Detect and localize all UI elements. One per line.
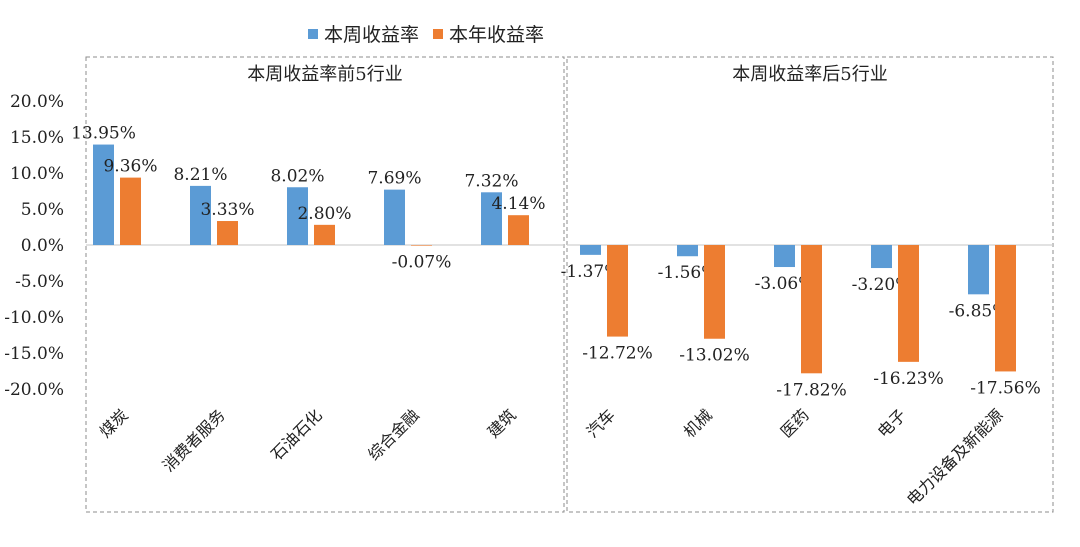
data-label: 9.36%: [103, 157, 157, 177]
panel-title: 本周收益率后5行业: [732, 64, 887, 85]
y-tick-label: -20.0%: [4, 380, 64, 400]
data-label: -16.23%: [873, 369, 944, 389]
data-label: 3.33%: [200, 200, 254, 220]
data-label: -0.07%: [392, 253, 452, 273]
bar-weekly: [190, 185, 211, 245]
bar-weekly: [774, 245, 795, 268]
y-tick-label: 5.0%: [21, 200, 64, 220]
bar-weekly: [384, 189, 405, 245]
bar-ytd: [898, 245, 919, 362]
data-label: 13.95%: [71, 124, 136, 144]
bar-ytd: [995, 245, 1016, 372]
data-label: 4.14%: [491, 194, 545, 214]
bar-weekly: [580, 245, 601, 255]
legend-swatch-ytd: [433, 28, 444, 39]
bar-ytd: [314, 224, 335, 245]
legend-item-ytd: 本年收益率: [433, 20, 544, 47]
category-label: 综合金融: [364, 405, 423, 464]
bar-ytd: [120, 177, 141, 245]
bar-weekly: [93, 144, 114, 245]
data-label: 7.32%: [464, 171, 518, 191]
bar-ytd: [508, 215, 529, 245]
bar-weekly: [871, 245, 892, 269]
category-label: 电子: [874, 405, 910, 441]
y-tick-label: 20.0%: [10, 92, 64, 112]
bar-weekly: [968, 245, 989, 295]
bar-ytd: [801, 245, 822, 374]
data-label: -1.56%: [658, 263, 718, 283]
category-label: 建筑: [484, 405, 520, 441]
data-label: -3.06%: [755, 274, 815, 294]
bar-ytd: [217, 221, 238, 245]
y-tick-label: 10.0%: [10, 164, 64, 184]
panel-frame: [566, 56, 1054, 513]
category-label: 石油石化: [267, 405, 326, 464]
category-label: 消费者服务: [159, 405, 229, 475]
legend-swatch-weekly: [308, 28, 318, 39]
panel-title: 本周收益率前5行业: [247, 64, 402, 85]
bar-ytd: [607, 245, 628, 337]
bar-ytd: [411, 245, 432, 246]
legend-label-weekly: 本周收益率: [324, 24, 420, 46]
legend-label-ytd: 本年收益率: [449, 24, 545, 46]
category-label: 医药: [777, 405, 813, 441]
bar-weekly: [677, 245, 698, 257]
category-label: 煤炭: [96, 405, 132, 441]
data-label: -12.72%: [582, 344, 653, 364]
chart-legend: 本周收益率 本年收益率: [308, 20, 558, 47]
data-label: -3.20%: [852, 275, 912, 295]
data-label: 8.02%: [270, 166, 324, 186]
data-label: -1.37%: [561, 262, 621, 282]
y-tick-label: -5.0%: [15, 272, 64, 292]
bar-weekly: [481, 192, 502, 245]
category-label: 汽车: [583, 405, 619, 441]
data-label: -17.56%: [970, 378, 1041, 398]
y-tick-label: 15.0%: [10, 128, 64, 148]
data-label: 2.80%: [297, 204, 351, 224]
legend-item-weekly: 本周收益率: [308, 20, 419, 47]
data-label: -13.02%: [679, 346, 750, 366]
data-label: -6.85%: [949, 301, 1009, 321]
data-label: 7.69%: [367, 169, 421, 189]
bar-weekly: [287, 187, 308, 245]
y-tick-label: 0.0%: [21, 236, 64, 256]
panel-frame: [85, 56, 565, 513]
data-label: 8.21%: [173, 165, 227, 185]
category-label: 机械: [680, 405, 716, 441]
category-label: 电力设备及新能源: [903, 405, 1007, 509]
y-tick-label: -10.0%: [4, 308, 64, 328]
y-tick-label: -15.0%: [4, 344, 64, 364]
data-label: -17.82%: [776, 380, 847, 400]
bar-ytd: [704, 245, 725, 339]
